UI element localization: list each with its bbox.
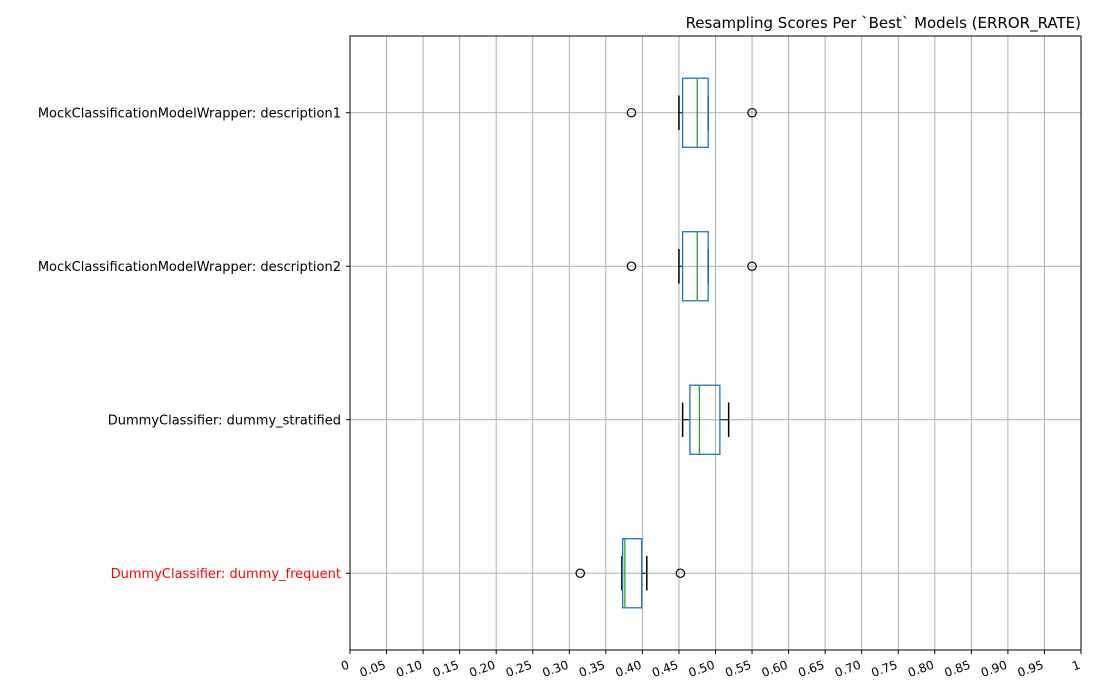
x-tick-label: 0.55 [723, 658, 753, 680]
x-tick-label: 0.05 [358, 658, 388, 680]
x-tick-label: 0.50 [687, 658, 717, 680]
x-tick-label: 0.15 [431, 658, 461, 680]
boxes [575, 77, 757, 609]
outlier-point [675, 568, 686, 579]
x-tick-label: 0.25 [504, 658, 534, 680]
box-iqr [622, 538, 643, 609]
x-tick-label: 0.10 [394, 658, 424, 680]
x-tick-label: 0.90 [979, 658, 1009, 680]
x-tick-label: 0.45 [650, 658, 680, 680]
grid [349, 36, 1082, 650]
outlier-point [626, 261, 637, 272]
x-tick-label: 0.30 [540, 658, 570, 680]
category-label: DummyClassifier: dummy_stratified [108, 413, 341, 428]
x-tick-label: 0.60 [760, 658, 790, 680]
x-tick-label: 0.85 [942, 658, 972, 680]
x-tick-label: 0.65 [796, 658, 826, 680]
x-tick-label: 0.80 [906, 658, 936, 680]
category-label: MockClassificationModelWrapper: descript… [38, 260, 341, 275]
x-tick-label: 1 [1070, 658, 1082, 674]
category-label: DummyClassifier: dummy_frequent [111, 567, 341, 582]
outlier-point [626, 107, 637, 118]
x-tick-label: 0.35 [577, 658, 607, 680]
y-axis-ticks: MockClassificationModelWrapper: descript… [38, 106, 350, 582]
outlier-point [575, 568, 586, 579]
x-tick-label: 0.75 [869, 658, 899, 680]
category-label: MockClassificationModelWrapper: descript… [38, 106, 341, 121]
x-tick-label: 0.95 [1016, 658, 1046, 680]
box-iqr [681, 231, 709, 302]
chart-title: Resampling Scores Per `Best` Models (ERR… [686, 14, 1081, 33]
box-iqr [681, 77, 709, 148]
outlier-point [747, 261, 757, 272]
x-tick-label: 0.20 [467, 658, 497, 680]
x-tick-label: 0.40 [614, 658, 644, 680]
box-iqr [689, 384, 721, 455]
x-axis-ticks: 0 0.05 0.10 0.15 0.20 0.25 0.30 0.35 0.40 0.45 0.5… [339, 650, 1082, 680]
x-tick-label: 0.70 [833, 658, 863, 680]
x-tick-label: 0 [339, 658, 351, 674]
outlier-point [747, 107, 757, 118]
